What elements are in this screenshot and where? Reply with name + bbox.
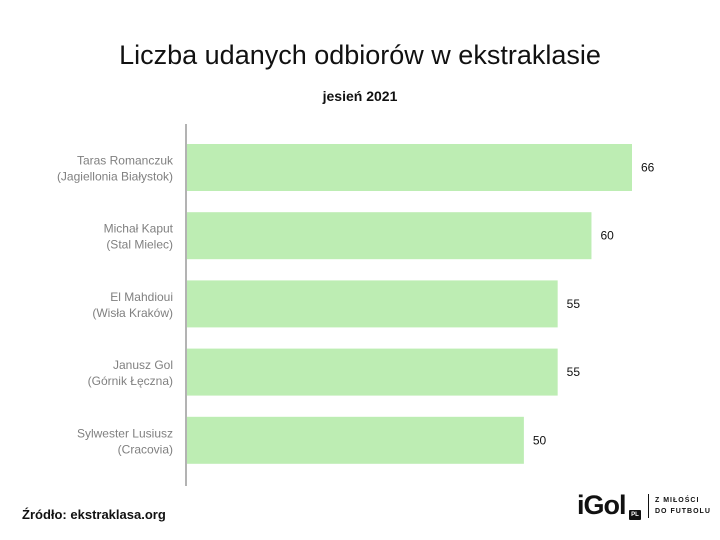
category-label-club: (Stal Mielec)	[106, 238, 173, 252]
category-label-club: (Górnik Łęczna)	[88, 374, 173, 388]
bar	[186, 144, 632, 191]
category-label-player: Michał Kaput	[104, 222, 174, 236]
category-label-player: Taras Romanczuk	[77, 154, 174, 168]
category-label-player: Sylwester Lusiusz	[77, 426, 173, 440]
logo-badge: PL	[629, 510, 641, 520]
category-label-player: Janusz Gol	[113, 358, 173, 372]
data-label: 55	[567, 297, 581, 311]
bar	[186, 212, 592, 260]
logo-tagline-line-2: DO FUTBOLU	[655, 508, 711, 515]
chart-subtitle: jesień 2021	[322, 88, 398, 104]
logo-tagline-line-1: Z MIŁOŚCI	[655, 497, 700, 504]
bar	[186, 280, 558, 328]
category-label-club: (Cracovia)	[118, 442, 173, 456]
data-label: 66	[641, 161, 655, 175]
source-note: Źródło: ekstraklasa.org	[22, 507, 166, 522]
logo-wordmark: iGol	[577, 490, 626, 520]
chart-title: Liczba udanych odbiorów w ekstraklasie	[119, 40, 601, 70]
bar	[186, 416, 524, 464]
category-label-club: (Jagiellonia Białystok)	[57, 170, 173, 184]
data-label: 50	[533, 433, 547, 447]
category-label-club: (Wisła Kraków)	[92, 306, 173, 320]
logo-tagline: Z MIŁOŚCI DO FUTBOLU	[655, 495, 720, 517]
category-label-player: El Mahdioui	[110, 290, 173, 304]
bar	[186, 348, 558, 396]
data-label: 55	[567, 365, 581, 379]
data-label: 60	[600, 229, 614, 243]
logo-divider	[648, 494, 649, 518]
